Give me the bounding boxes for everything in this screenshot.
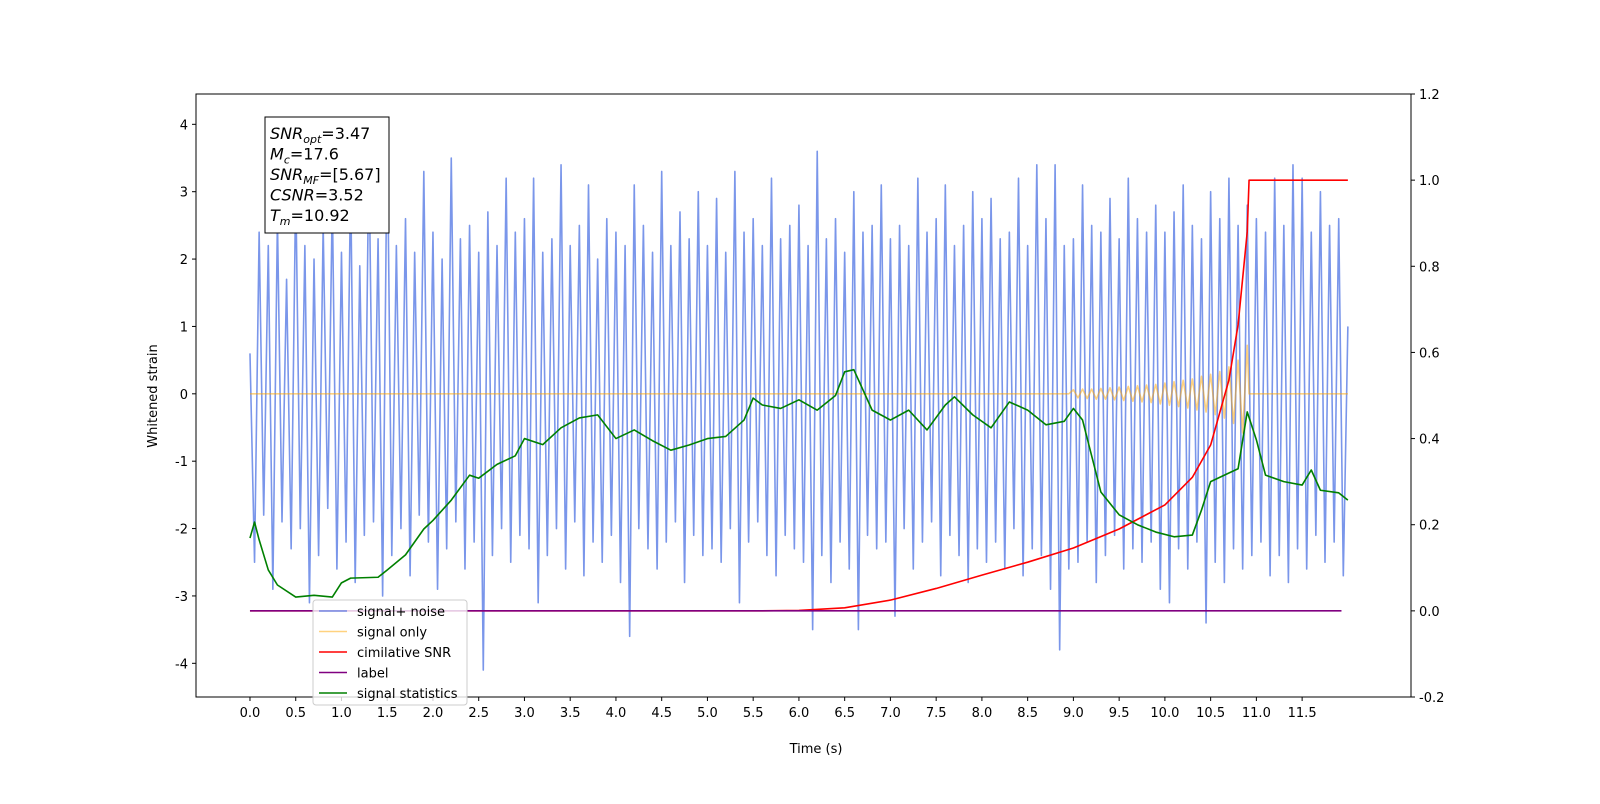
annotation-line: SNRopt=3.47 <box>270 124 370 146</box>
y-tick-label: -1 <box>175 455 188 470</box>
annotation-line: Tm=10.92 <box>270 206 350 228</box>
x-axis-label: Time (s) <box>789 742 843 757</box>
x-tick-label: 8.0 <box>972 706 993 721</box>
x-tick-label: 0.5 <box>285 706 306 721</box>
legend-label: signal+ noise <box>357 605 445 620</box>
y-tick-label: -3 <box>175 590 188 605</box>
annotation-box <box>264 116 390 234</box>
y-axis-label: Whitened strain <box>146 344 161 447</box>
x-tick-label: 10.5 <box>1196 706 1225 721</box>
annotation-line: Mc=17.6 <box>270 145 339 167</box>
annotation-value: =17.6 <box>290 145 339 164</box>
y-tick-label: 1 <box>180 320 188 335</box>
x-tick-label: 0.0 <box>240 706 261 721</box>
annotation-sub: MF <box>303 174 319 187</box>
series-line <box>249 368 1349 598</box>
y2-tick-label: 0.0 <box>1419 605 1440 620</box>
y-tick-label: 0 <box>180 388 188 403</box>
annotation-name: M <box>270 145 284 164</box>
x-tick-label: 7.5 <box>926 706 947 721</box>
x-tick-label: 7.0 <box>880 706 901 721</box>
x-tick-label: 6.5 <box>834 706 855 721</box>
y2-tick-label: 0.6 <box>1419 346 1440 361</box>
y2-tick-label: 0.8 <box>1419 260 1440 275</box>
series-line <box>249 123 1349 671</box>
x-tick-label: 9.0 <box>1063 706 1084 721</box>
annotation-line: SNRMF=[5.67] <box>270 165 381 187</box>
annotation-name: SNR <box>270 124 303 143</box>
y-tick-label: 3 <box>180 186 188 201</box>
legend-label: signal statistics <box>357 687 458 702</box>
y2-tick-label: 0.4 <box>1419 433 1440 448</box>
legend-label: signal only <box>357 626 427 641</box>
plot-frame <box>195 93 1412 698</box>
annotation-name: CSNR <box>270 186 315 205</box>
annotation: SNRopt=3.47Mc=17.6SNRMF=[5.67]CSNR=3.52T… <box>264 116 390 234</box>
y2-tick-label: 1.0 <box>1419 174 1440 189</box>
annotation-sub: c <box>284 154 290 167</box>
x-tick-label: 6.0 <box>789 706 810 721</box>
y-tick-label: -4 <box>175 657 188 672</box>
annotation-name: T <box>270 206 281 225</box>
legend: signal+ noise signal only cimilative SNR la… <box>312 599 468 706</box>
annotation-value: =3.52 <box>315 186 364 205</box>
x-tick-label: 4.0 <box>606 706 627 721</box>
legend-box <box>312 599 468 706</box>
y-tick-label: 4 <box>180 118 188 133</box>
annotation-sub: m <box>280 215 291 228</box>
x-tick-label: 2.5 <box>468 706 489 721</box>
legend-label: label <box>357 667 388 682</box>
series-line <box>249 179 1348 612</box>
x-tick-label: 5.0 <box>697 706 718 721</box>
legend-label: cimilative SNR <box>357 646 451 661</box>
x-tick-label: 11.5 <box>1288 706 1317 721</box>
x-tick-label: 2.0 <box>423 706 444 721</box>
x-tick-label: 4.5 <box>651 706 672 721</box>
x-tick-label: 3.0 <box>514 706 535 721</box>
x-tick-label: 9.5 <box>1109 706 1130 721</box>
y2-tick-label: 1.2 <box>1419 88 1440 103</box>
x-tick-label: 11.0 <box>1242 706 1271 721</box>
x-tick-label: 1.0 <box>331 706 352 721</box>
series-line <box>249 344 1348 434</box>
annotation-value: =[5.67] <box>319 165 381 184</box>
y2-tick-label: 0.2 <box>1419 519 1440 534</box>
x-tick-label: 8.5 <box>1017 706 1038 721</box>
annotation-value: =10.92 <box>291 206 350 225</box>
annotation-value: =3.47 <box>321 124 370 143</box>
x-tick-label: 1.5 <box>377 706 398 721</box>
annotation-line: CSNR=3.52 <box>270 186 364 205</box>
x-tick-label: 3.5 <box>560 706 581 721</box>
y-tick-label: -2 <box>175 523 188 538</box>
annotation-name: SNR <box>270 165 303 184</box>
y-tick-label: 2 <box>180 253 188 268</box>
y2-tick-label: -0.2 <box>1419 691 1444 706</box>
x-tick-label: 10.0 <box>1150 706 1179 721</box>
x-tick-label: 5.5 <box>743 706 764 721</box>
annotation-sub: opt <box>303 133 322 146</box>
